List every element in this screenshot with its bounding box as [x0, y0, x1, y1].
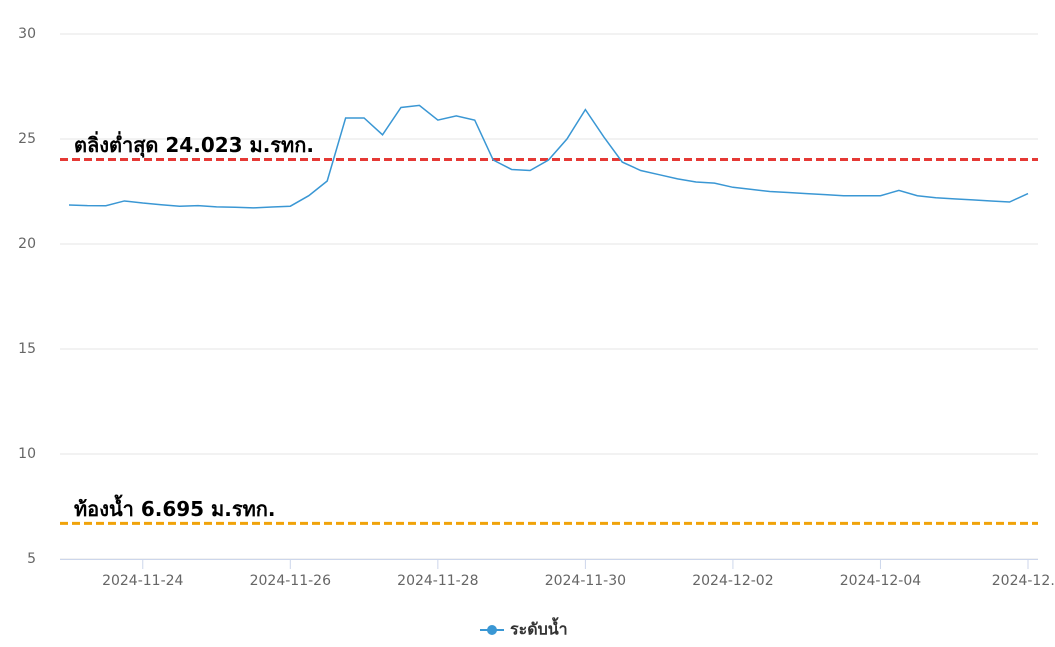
x-tick-label: 2024-11-26 [250, 573, 331, 589]
legend-label: ระดับน้ำ [510, 617, 568, 639]
reference-label: ตลิ่งต่ำสุด 24.023 ม.รทก. [74, 130, 314, 158]
reference-label: ท้องน้ำ 6.695 ม.รทก. [74, 494, 275, 521]
x-tick-label: 2024-11-28 [397, 573, 478, 589]
series-line [68, 104, 1029, 209]
y-tick-label: 10 [18, 446, 36, 462]
y-tick-label: 5 [27, 551, 36, 567]
x-tick-label: 2024-12-02 [692, 573, 773, 589]
y-tick-label: 25 [18, 131, 36, 147]
y-tick-label: 30 [18, 26, 36, 42]
legend-symbol [487, 625, 497, 635]
y-tick-label: 20 [18, 236, 36, 252]
y-tick-label: 15 [18, 341, 36, 357]
x-tick-label: 2024-12… [992, 573, 1055, 589]
x-tick-label: 2024-12-04 [840, 573, 921, 589]
x-tick-label: 2024-11-30 [545, 573, 626, 589]
x-tick-label: 2024-11-24 [102, 573, 183, 589]
